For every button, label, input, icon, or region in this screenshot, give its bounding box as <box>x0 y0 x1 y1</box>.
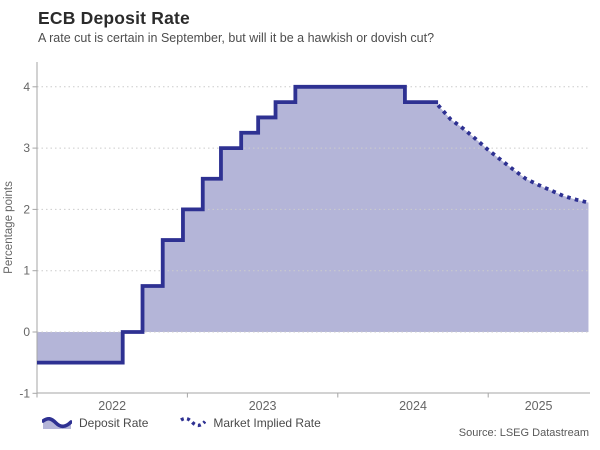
page-title: ECB Deposit Rate <box>38 8 190 28</box>
deposit-rate-line <box>37 84 439 365</box>
solid-wave-area-icon <box>42 416 72 429</box>
chart-legend: Deposit Rate Market Implied Rate <box>42 416 321 430</box>
x-tick-label: 2022 <box>98 399 126 413</box>
legend-label: Market Implied Rate <box>213 416 321 430</box>
x-tick-label: 2024 <box>399 399 427 413</box>
x-tick-label: 2025 <box>525 399 553 413</box>
y-tick-label: 2 <box>23 202 30 216</box>
y-axis-title: Percentage points <box>3 181 15 274</box>
legend-item-market-implied-rate: Market Implied Rate <box>180 416 321 430</box>
dotted-wave-icon <box>180 416 207 428</box>
source-attribution: Source: LSEG Datastream <box>458 427 589 439</box>
chart-subtitle: A rate cut is certain in September, but … <box>38 31 435 45</box>
y-tick-label: 1 <box>23 264 30 278</box>
y-tick-label: 0 <box>23 325 30 339</box>
y-tick-label: 3 <box>23 141 30 155</box>
market-implied-rate-line <box>436 103 589 205</box>
legend-item-deposit-rate: Deposit Rate <box>42 416 148 430</box>
rate-area-fill <box>37 86 589 363</box>
x-tick-label: 2023 <box>249 399 277 413</box>
y-tick-label: 4 <box>23 80 30 94</box>
legend-label: Deposit Rate <box>79 416 149 430</box>
y-tick-label: -1 <box>19 386 30 400</box>
